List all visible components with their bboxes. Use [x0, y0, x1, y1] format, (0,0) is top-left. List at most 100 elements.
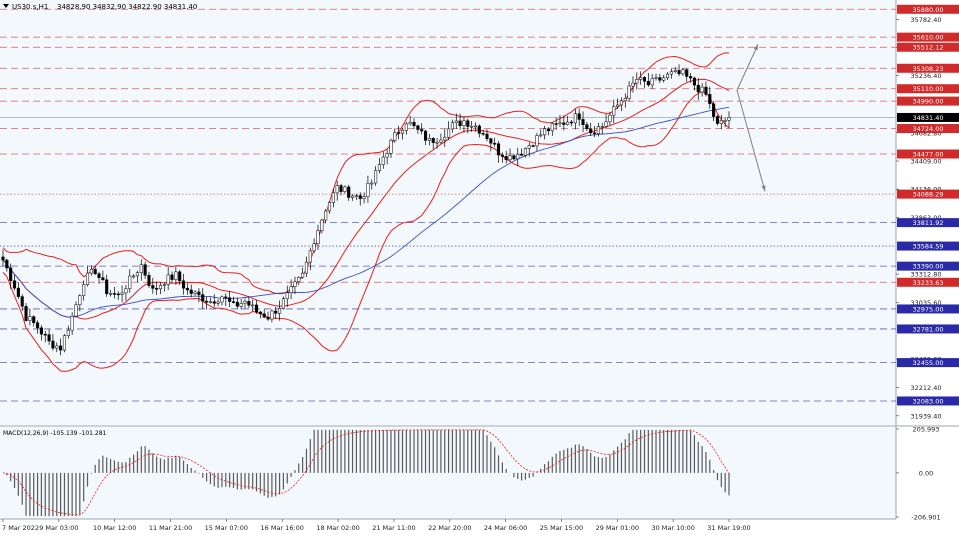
price-tick-label: 31939.40 — [910, 412, 941, 420]
level-price-tag: 34088.29 — [912, 191, 943, 199]
level-price-tag-bg — [897, 324, 959, 334]
candle-body — [105, 279, 109, 295]
candle-body — [600, 126, 604, 128]
candle-body — [274, 310, 278, 314]
candle-body — [304, 261, 309, 274]
candle-body — [623, 98, 627, 102]
candle-body — [389, 140, 393, 154]
candle-body — [569, 121, 574, 124]
level-price-tag-bg — [897, 304, 959, 314]
candle-body — [247, 301, 251, 306]
candle-body — [458, 120, 462, 126]
candle-body — [520, 154, 524, 156]
candle-body — [535, 135, 539, 147]
candle-body — [562, 122, 566, 125]
projection-up-arrow — [736, 44, 759, 91]
candle-body — [573, 113, 577, 124]
time-tick-label: 24 Mar 06:00 — [484, 524, 527, 532]
level-price-tag: 33390.00 — [912, 263, 943, 271]
level-price-tag-bg — [897, 189, 959, 199]
candle-body — [481, 133, 485, 135]
candle-body — [262, 313, 266, 318]
price-tick-label: 35236.40 — [910, 72, 941, 80]
candle-body — [243, 301, 247, 304]
candle-body — [5, 259, 9, 269]
moving-average-slow-line — [2, 106, 730, 318]
candle-body — [347, 186, 351, 198]
candle-body — [558, 122, 562, 125]
candle-body — [20, 296, 24, 307]
candle-body — [151, 285, 155, 289]
candle-body — [489, 138, 493, 144]
candle-body — [216, 301, 220, 304]
candle-body — [335, 185, 339, 194]
candle-body — [512, 155, 516, 160]
candle-body — [715, 116, 720, 124]
candle-body — [408, 121, 412, 125]
candle-body — [385, 153, 389, 158]
candle-body — [278, 308, 282, 314]
candle-body — [423, 130, 428, 141]
candle-body — [381, 156, 385, 165]
candle-body — [604, 121, 608, 127]
candle-body — [508, 155, 512, 160]
macd-tick-label: 0.00 — [919, 469, 933, 477]
candle-body — [566, 121, 570, 125]
candle-body — [581, 119, 585, 125]
candle-body — [692, 77, 696, 86]
candle-body — [66, 329, 70, 336]
projection-up-arrow-head — [753, 44, 758, 51]
candle-body — [93, 269, 97, 275]
candle-body — [124, 288, 128, 294]
level-price-tag-bg — [897, 84, 959, 94]
candle-body — [397, 132, 401, 134]
candle-body — [462, 120, 466, 126]
candle-body — [112, 293, 116, 295]
candle-body — [55, 345, 59, 349]
macd-indicator: 205.993 0.00 -206.901 — [2, 426, 941, 522]
candle-body — [266, 316, 270, 320]
candle-body — [193, 291, 197, 294]
level-price-tag-bg — [897, 261, 959, 271]
level-price-tag: 35110.00 — [912, 85, 943, 93]
candle-body — [62, 335, 67, 351]
level-price-tag-bg — [897, 124, 959, 134]
candle-body — [39, 327, 43, 335]
macd-tick-label: -206.901 — [911, 514, 940, 522]
candle-body — [608, 114, 612, 123]
candle-body — [612, 106, 616, 116]
collapse-triangle-icon[interactable] — [3, 4, 9, 8]
candle-body — [170, 274, 174, 280]
candle-body — [447, 128, 451, 138]
candle-body — [24, 306, 28, 321]
candle-body — [1, 256, 5, 261]
candle-body — [496, 143, 501, 156]
candle-body — [308, 250, 312, 263]
level-price-tag: 33811.92 — [912, 219, 943, 227]
chart-header: US30.s,H1 34828.90 34832.90 34822.90 348… — [3, 3, 197, 11]
time-tick-label: 25 Mar 15:00 — [540, 524, 583, 532]
level-price-tag: 34477.00 — [912, 151, 943, 159]
candle-body — [546, 128, 551, 132]
candle-body — [36, 322, 40, 329]
candle-body — [554, 123, 558, 125]
candle-body — [669, 71, 673, 75]
candle-body — [85, 272, 90, 286]
candle-body — [646, 80, 650, 86]
candle-body — [665, 73, 670, 78]
candle-body — [312, 243, 316, 252]
candle-body — [635, 79, 639, 84]
candle-body — [639, 77, 643, 80]
candle-body — [281, 298, 285, 309]
candle-body — [43, 333, 47, 336]
candle-body — [439, 139, 443, 143]
level-price-tag-bg — [897, 42, 959, 52]
level-price-tag: 33233.63 — [912, 279, 943, 287]
time-tick-label: 22 Mar 20:00 — [428, 524, 471, 532]
candle-body — [685, 69, 689, 77]
candle-body — [416, 125, 420, 130]
moving-average-fast-line — [2, 78, 730, 320]
candle-body — [70, 315, 74, 331]
candle-body — [59, 345, 63, 351]
candle-body — [454, 120, 458, 124]
